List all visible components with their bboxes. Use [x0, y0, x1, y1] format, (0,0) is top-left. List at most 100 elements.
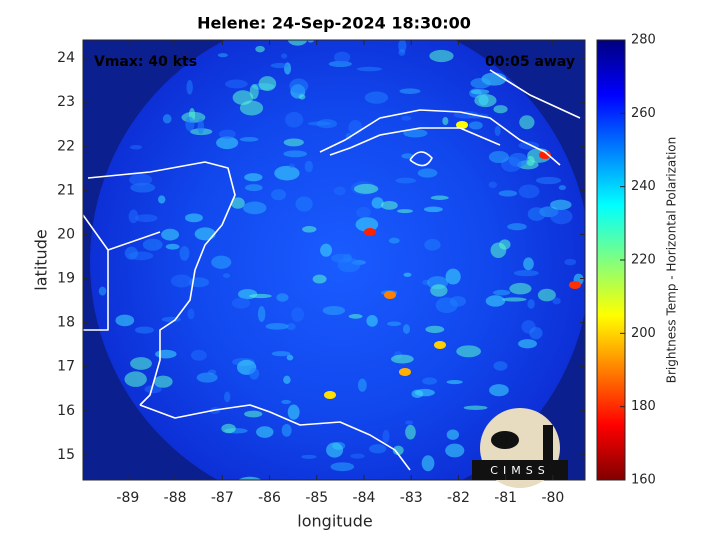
cloud-cell: [244, 173, 263, 182]
cloud-cell: [281, 399, 292, 404]
cloud-cell: [130, 357, 152, 370]
cloud-cell: [286, 354, 294, 361]
cloud-cell: [239, 137, 259, 142]
cloud-cell: [218, 129, 236, 139]
cloud-cell: [161, 316, 181, 323]
cloud-cell: [284, 111, 304, 128]
y-tick-label: 17: [57, 359, 75, 375]
cloud-cell: [364, 91, 389, 104]
cloud-cell: [307, 40, 315, 43]
cuba: [319, 109, 561, 166]
cloud-cell: [276, 293, 289, 302]
cloud-cell: [161, 228, 180, 241]
cloud-cell: [357, 378, 367, 392]
cloud-cell: [312, 274, 327, 284]
cloud-cell: [231, 297, 251, 309]
cloud-cell: [153, 375, 173, 388]
y-tick-label: 21: [57, 182, 75, 198]
coastline: [139, 404, 411, 471]
cloud-cell: [446, 429, 460, 440]
cloud-cell: [494, 125, 501, 137]
cloud-cell: [230, 197, 245, 209]
x-tick-label: -80: [541, 490, 564, 506]
cloud-cell: [287, 40, 308, 46]
cloud-cell: [196, 372, 218, 383]
coastline: [489, 69, 581, 119]
logo-bar: [472, 460, 568, 480]
cloud-cell: [194, 227, 216, 241]
colorbar-tick-label: 160: [631, 473, 656, 488]
annotation: Vmax: 40 kts: [94, 54, 197, 70]
x-tick-label: -84: [353, 490, 376, 506]
cloud-cell: [403, 272, 412, 277]
cloud-cell: [527, 207, 546, 221]
cloud-cell: [129, 145, 143, 150]
cloud-cell: [424, 239, 441, 251]
cloud-cell: [449, 296, 466, 307]
cloud-cell: [390, 354, 414, 364]
cloud-cell: [333, 186, 346, 196]
convection: [98, 40, 584, 480]
y-tick-label: 18: [57, 315, 75, 331]
colorbar-tick-label: 240: [631, 179, 656, 194]
cloud-cell: [442, 116, 449, 126]
cloud-cell: [271, 189, 287, 201]
cloud-cell: [498, 190, 518, 197]
cloud-cell: [499, 239, 511, 250]
cloud-cell: [523, 257, 534, 271]
cloud-cell: [322, 305, 346, 316]
cloud-cell: [527, 299, 535, 309]
cloud-cell: [283, 138, 304, 147]
cloud-cell: [258, 76, 277, 92]
y-tick-label: 15: [57, 447, 75, 463]
cloud-cell: [211, 255, 232, 269]
cloud-cell: [564, 258, 577, 266]
cloud-cell: [331, 253, 352, 263]
logo-tower: [543, 425, 553, 460]
x-tick-label: -88: [164, 490, 187, 506]
y-tick-label: 24: [57, 50, 75, 66]
x-tick-label: -89: [116, 490, 139, 506]
cloud-cell: [155, 349, 177, 359]
cloud-cell: [392, 445, 404, 456]
cloud-cell: [224, 391, 231, 403]
cloud-cell: [320, 243, 333, 257]
cloud-cell: [225, 79, 248, 89]
plot-area: [83, 40, 585, 480]
x-tick-label: -82: [447, 490, 470, 506]
colorbar-tick-label: 260: [631, 106, 656, 121]
hot-cell: [456, 121, 468, 129]
island: [409, 151, 433, 167]
cloud-cell: [518, 184, 540, 199]
cloud-cell: [249, 293, 272, 299]
cloud-cell: [550, 199, 572, 210]
hot-cell: [384, 291, 396, 299]
cloud-cell: [144, 385, 162, 394]
cloud-cell: [417, 168, 438, 178]
colorbar-tick-label: 220: [631, 253, 656, 268]
cloud-cell: [222, 273, 231, 278]
cloud-cell: [165, 243, 180, 250]
cloud-cell: [185, 116, 195, 132]
axes-box: [82, 39, 586, 481]
cloud-cell: [128, 209, 139, 224]
cloud-cell: [239, 100, 264, 116]
cloud-cell: [550, 208, 573, 225]
cloud-cell: [124, 246, 138, 260]
cloud-cell: [397, 209, 413, 214]
cloud-cell: [270, 62, 289, 69]
hot-cell: [539, 151, 551, 159]
cloud-cell: [265, 323, 289, 330]
hot-cell: [364, 228, 376, 236]
cloud-cell: [255, 45, 265, 53]
cloud-cell: [249, 84, 259, 100]
cloud-cell: [414, 388, 435, 397]
x-tick-label: -81: [494, 490, 517, 506]
cloud-cell: [488, 150, 510, 164]
cloud-cell: [288, 163, 295, 169]
cloud-cell: [430, 284, 448, 297]
cloud-cell: [518, 339, 537, 349]
cloud-cell: [368, 444, 387, 454]
cloud-cell: [558, 185, 566, 191]
cloud-cell: [216, 136, 239, 150]
